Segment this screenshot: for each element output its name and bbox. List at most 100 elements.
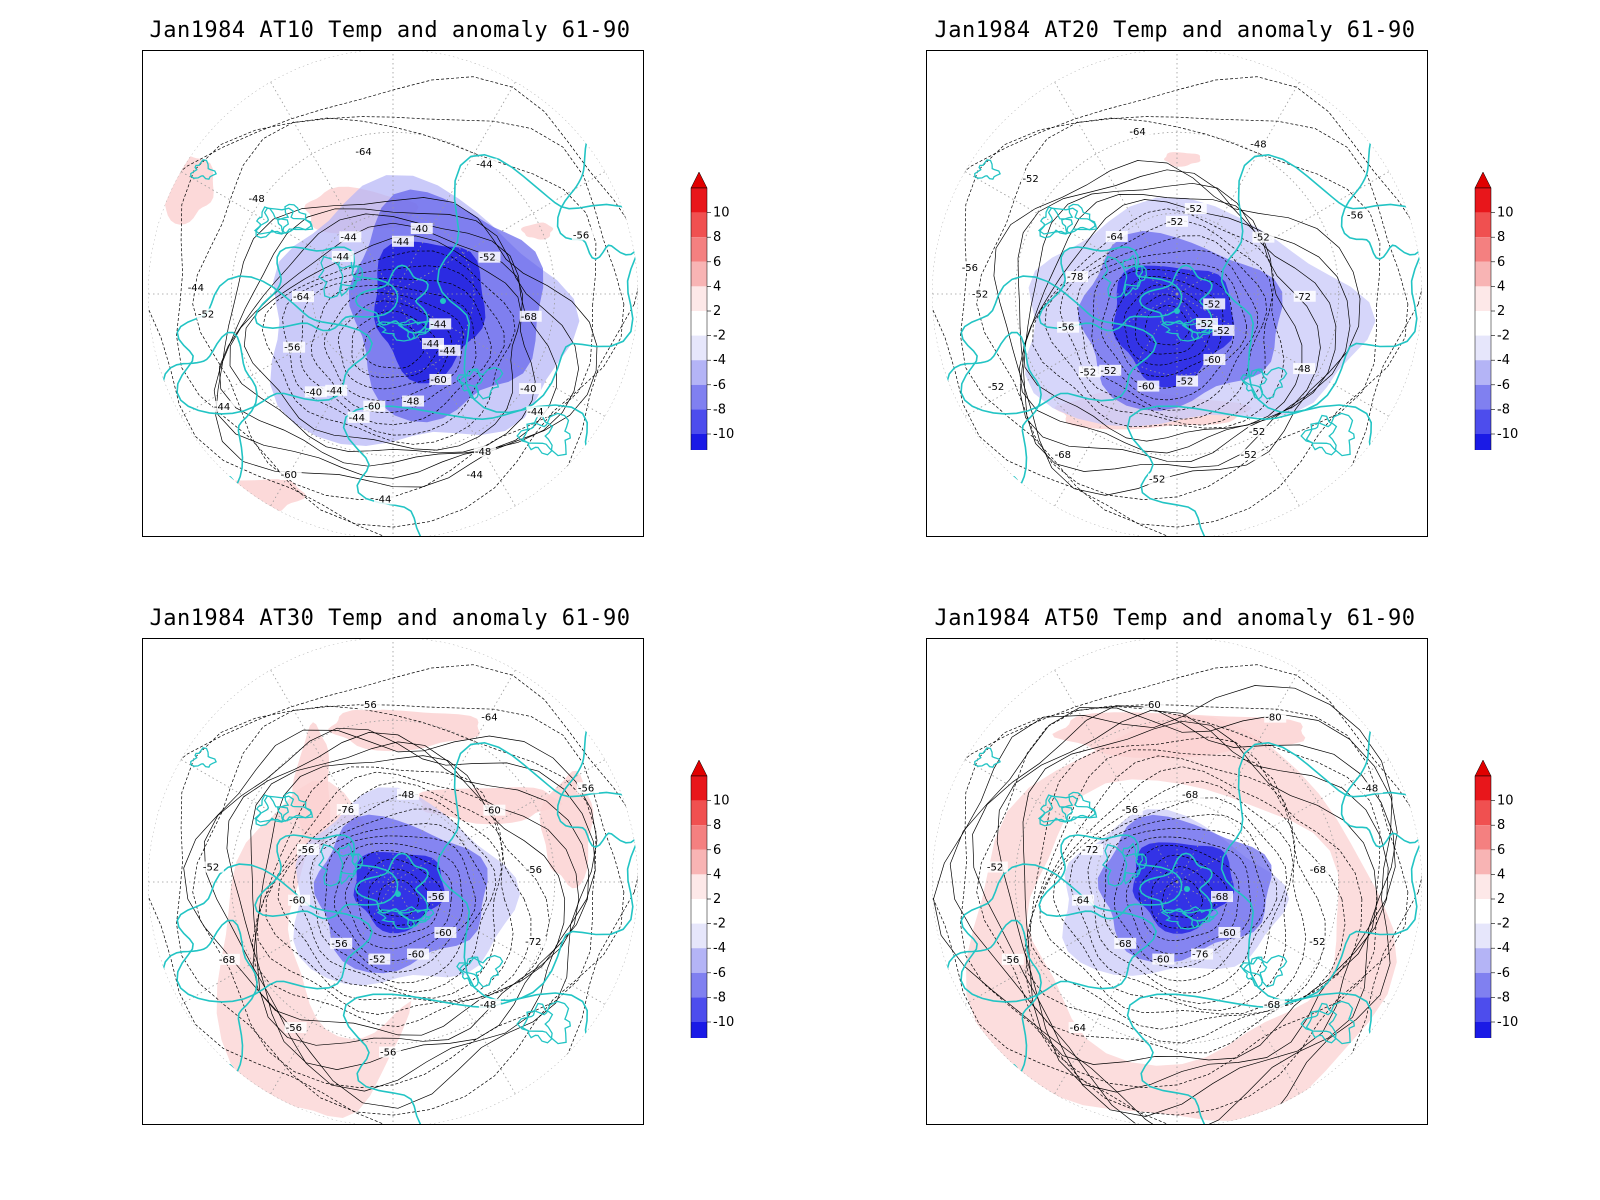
colorbar-swatch	[1475, 237, 1491, 262]
contour-label-bg	[1191, 948, 1214, 960]
contour-label-bg	[212, 400, 235, 412]
coastline	[1305, 412, 1356, 457]
contour-label: -52	[1241, 450, 1257, 461]
contour-label: -52	[1080, 367, 1096, 378]
contour-label-bg	[970, 288, 993, 300]
contour-label-bg	[478, 998, 501, 1010]
temperature-contour	[1024, 749, 1346, 1044]
colorbar-tick-label: 4	[713, 279, 721, 294]
contour-label: -60	[484, 806, 500, 817]
contour-label: -60	[289, 896, 305, 907]
contour-label: -76	[1192, 950, 1208, 961]
coastline	[397, 318, 435, 341]
contour-label: -56	[331, 939, 347, 950]
colorbar-svg: 10 8 6 4 2 -2 -4 -6 -8 -10	[690, 759, 734, 1066]
colorbar-tick-label: 10	[713, 206, 730, 221]
contour-label: -52	[479, 253, 495, 264]
contour-label: -68	[219, 955, 235, 966]
contour-label: -48	[403, 397, 419, 408]
contour-label-bg	[1308, 936, 1331, 948]
temperature-contour	[356, 858, 443, 938]
contour-label: -48	[398, 790, 414, 801]
colorbar-tick-label: 4	[1497, 279, 1505, 294]
coastline	[974, 747, 1001, 768]
colorbar-swatch	[1475, 212, 1491, 238]
contour-label: -56	[380, 1048, 396, 1059]
temperature-contour	[1123, 284, 1214, 366]
polar-map: -68 -68 -68 -68 -52 -48 -60 -56 -52 -56 -80 -76 -72 -…	[926, 638, 1428, 1125]
contour-label: -56	[1058, 323, 1074, 334]
map-disc: -52-52-52-52-52-56-60-64-48-52-48-52-78-…	[932, 51, 1422, 536]
contour-label-bg	[336, 803, 359, 815]
polar-map: -44 -44 -44 -48 -52 -56 -60 -44 -40 -44 -44 -48 -64-…	[142, 50, 644, 537]
contour-label-bg	[526, 406, 549, 418]
temperature-contour	[996, 710, 1389, 1093]
coastline	[1037, 207, 1096, 235]
coastline	[1101, 843, 1144, 887]
contour-label: -52	[1100, 366, 1116, 377]
coastline	[190, 747, 217, 768]
meridian	[180, 293, 394, 417]
colorbar-swatch	[1475, 997, 1491, 1022]
temperature-contour	[309, 823, 487, 984]
contour-label: -56	[962, 263, 978, 274]
coastline	[971, 1066, 1022, 1086]
temperature-contour	[976, 117, 1381, 500]
contour-label: -64	[293, 292, 309, 303]
colorbar-tick-label: -8	[1497, 990, 1510, 1005]
contour-label: -68	[1264, 1000, 1280, 1011]
contour-label: -56	[360, 700, 376, 711]
contour-label-bg	[283, 341, 306, 353]
contour-label-bg	[1021, 172, 1044, 184]
contour-label: -44	[375, 495, 391, 506]
contour-label-bg	[1264, 711, 1287, 723]
contour-label: -52	[987, 863, 1003, 874]
coastline	[277, 203, 314, 234]
meridian	[270, 669, 394, 883]
coastline	[253, 795, 312, 823]
coastline	[516, 1002, 554, 1044]
temperature-contour	[1091, 262, 1247, 401]
coastline	[971, 478, 1022, 498]
contour-label-bg	[465, 469, 488, 481]
temperature-contour	[362, 321, 425, 369]
contour-label: -72	[1082, 845, 1098, 856]
colorbar-tick-label: -2	[1497, 329, 1510, 344]
contour-label: -52	[1177, 377, 1193, 388]
temperature-contour	[1023, 199, 1303, 442]
contour-label: -68	[1115, 939, 1131, 950]
latitude-circle	[1014, 719, 1340, 1045]
anomaly-positive	[157, 151, 214, 225]
colorbar-tick-label: 10	[713, 794, 730, 809]
latitude-circle	[230, 131, 556, 457]
panel-title: Jan1984 AT30 Temp and anomaly 61-90	[149, 606, 631, 631]
contour-label: -56	[286, 1023, 302, 1034]
contour-label: -44	[476, 160, 492, 171]
coastline	[1305, 1000, 1356, 1045]
coastline	[436, 153, 638, 414]
contour-label-bg	[524, 936, 547, 948]
contour-label: -56	[526, 865, 542, 876]
colorbar-tick-label: 4	[713, 867, 721, 882]
contour-label: -48	[475, 447, 491, 458]
coastline	[1242, 954, 1288, 988]
contour-label-bg	[1345, 209, 1368, 221]
meridian	[1176, 293, 1300, 507]
coastline	[1220, 741, 1422, 1002]
contour-label: -60	[1219, 928, 1235, 939]
contour-label-bg	[1068, 1022, 1091, 1034]
contour-label-bg	[1249, 138, 1272, 150]
contour-label: -78	[1067, 272, 1083, 283]
colorbar-tick-label: -8	[713, 402, 726, 417]
colorbar-swatch	[691, 923, 707, 949]
contour-label-bg	[1252, 231, 1275, 243]
contour-label-bg	[1114, 937, 1137, 949]
contour-label: -72	[525, 937, 541, 948]
contour-label: -52	[203, 863, 219, 874]
contour-label: -40	[306, 387, 322, 398]
meridian	[180, 881, 394, 1005]
colorbar-swatch	[691, 948, 707, 973]
temperature-contour	[215, 197, 598, 488]
meridian	[964, 881, 1178, 1005]
contour-label: -44	[214, 402, 230, 413]
